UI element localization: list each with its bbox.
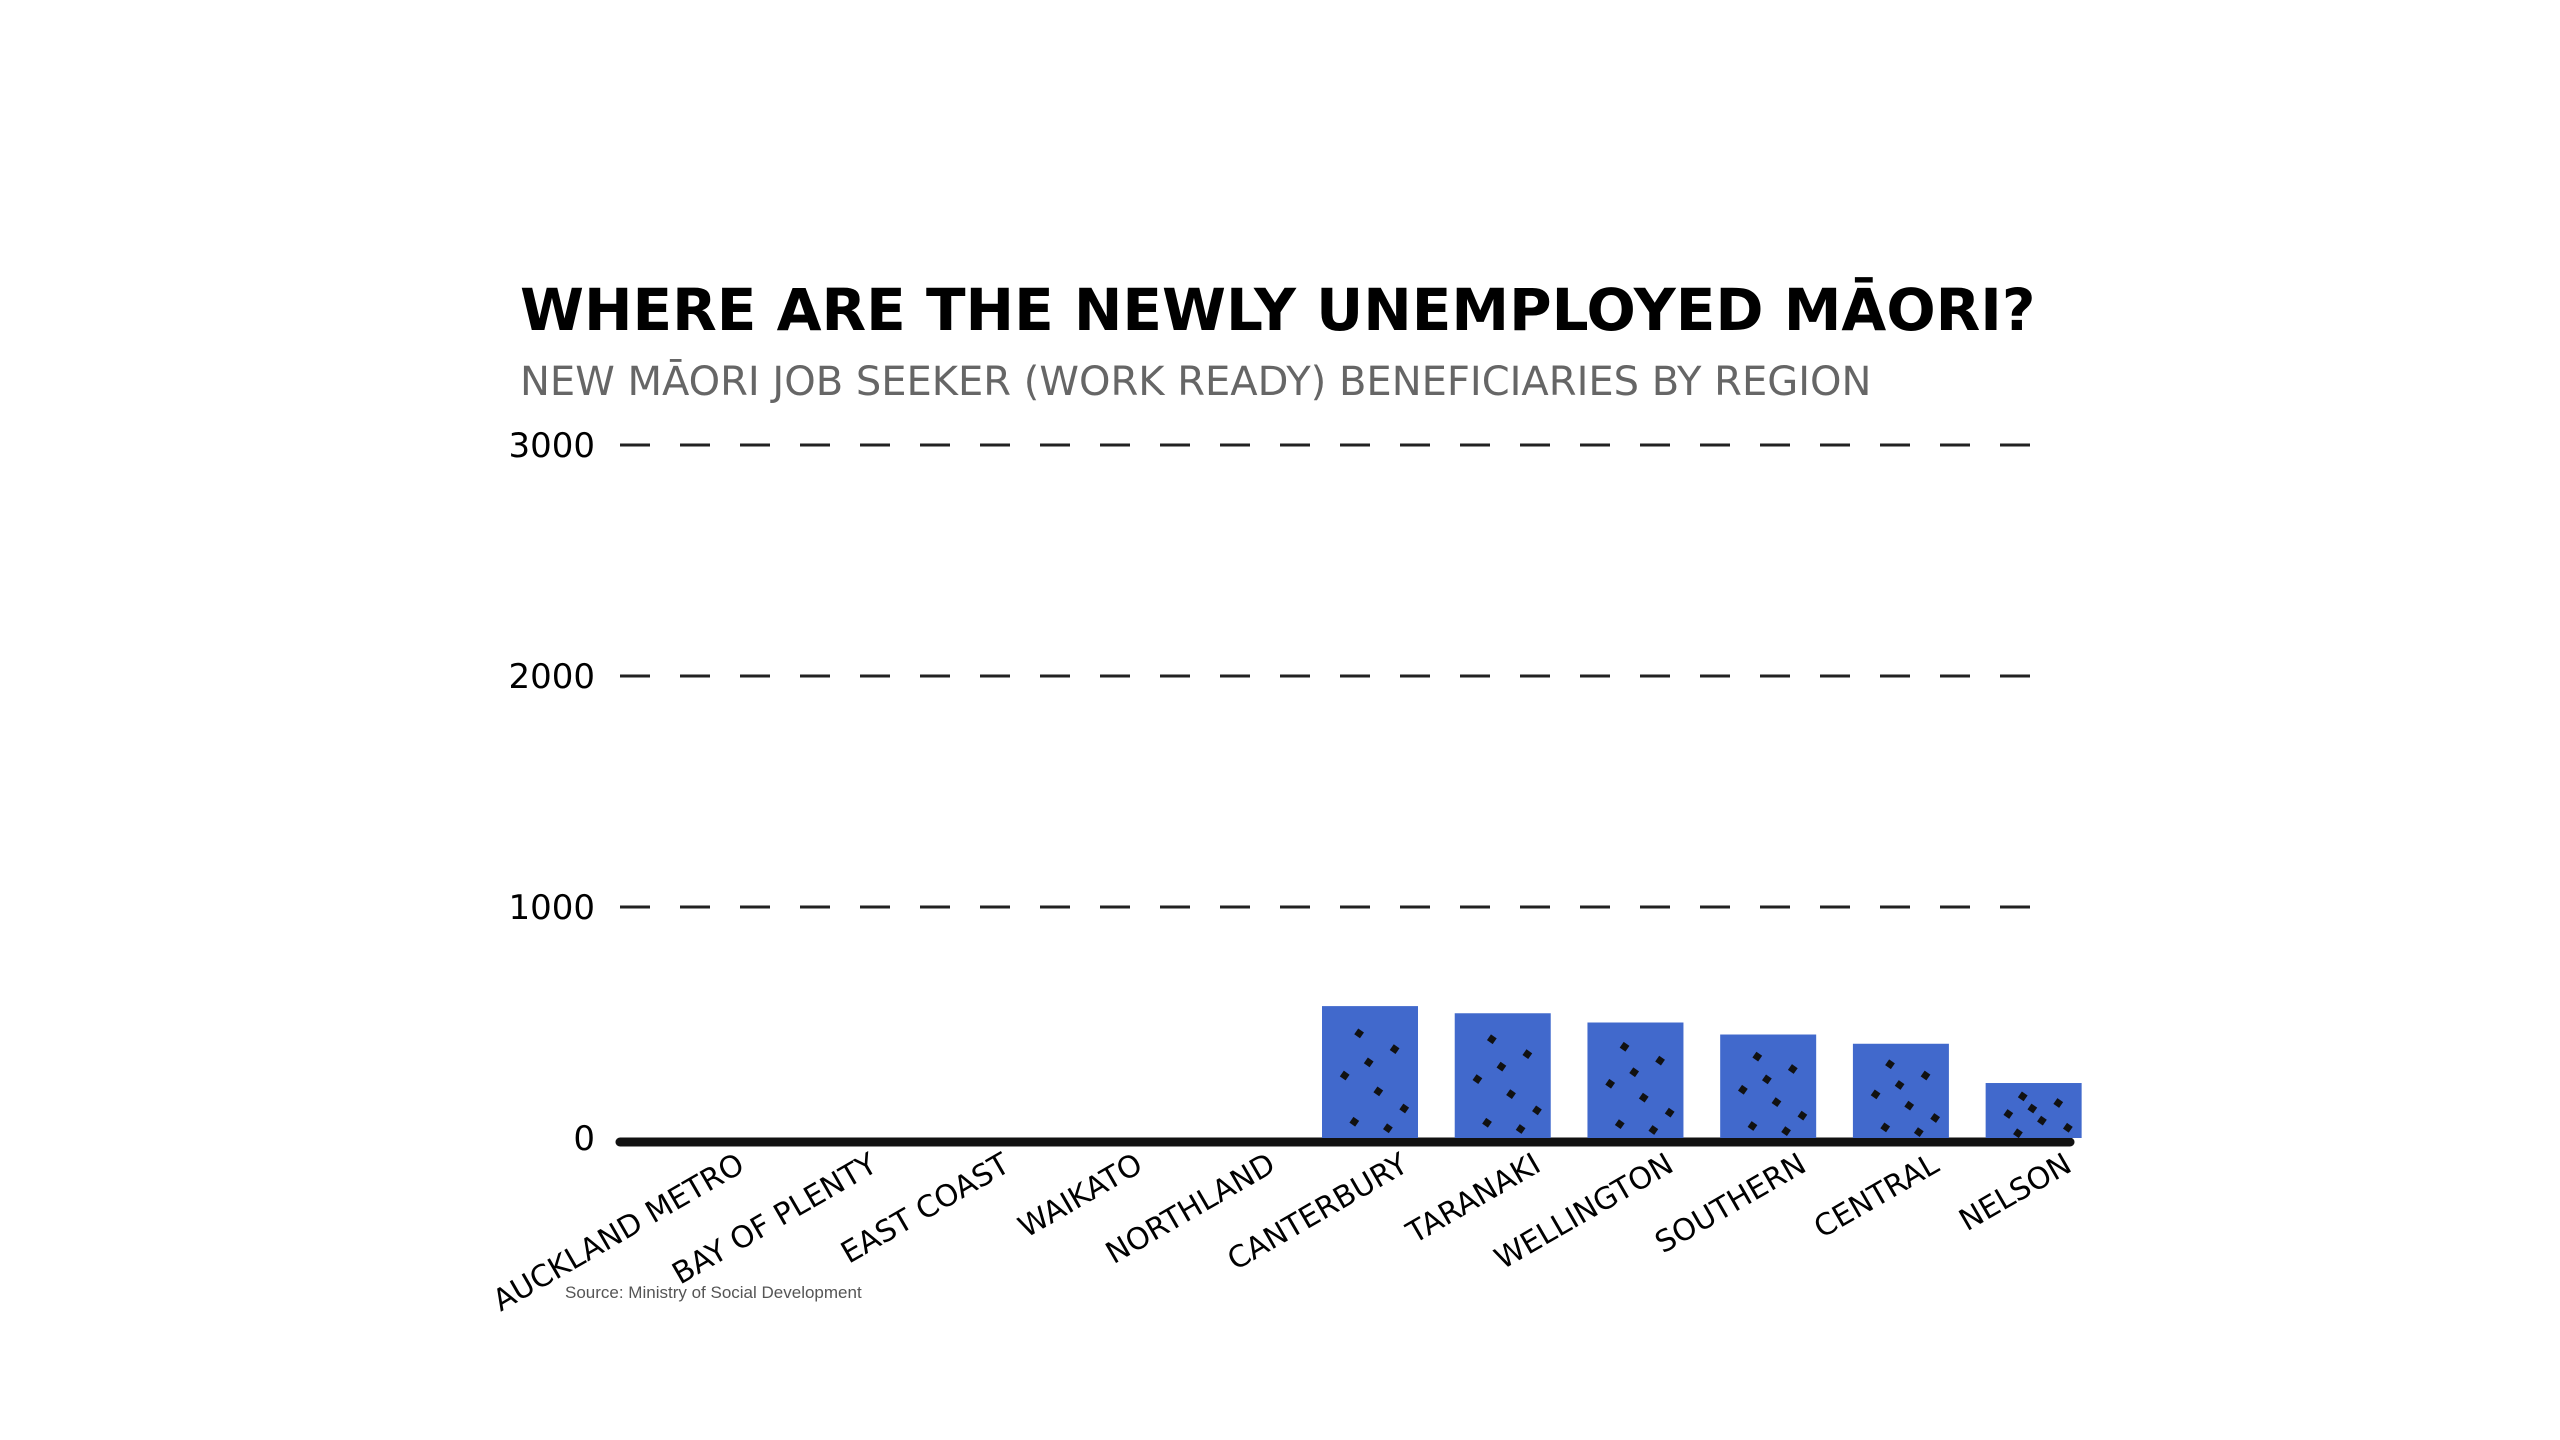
bar-texture-fleck [1930,1113,1941,1123]
bar-texture-fleck [1885,1059,1895,1070]
bar-texture-fleck [1629,1067,1640,1078]
bar-texture-fleck [2062,1122,2073,1133]
chart-title: WHERE ARE THE NEWLY UNEMPLOYED MĀORI? [520,276,2036,344]
bar-texture-fleck [1389,1044,1400,1055]
bar [1720,1034,1817,1138]
bar-texture-fleck [1762,1074,1772,1085]
bar-texture-fleck [1787,1064,1798,1074]
bar-texture-fleck [1771,1097,1782,1108]
bar [1322,1006,1418,1138]
bar-texture-fleck [1747,1121,1758,1131]
bar-texture-fleck [1904,1100,1915,1111]
source-note: Source: Ministry of Social Development [565,1283,862,1302]
bar-texture-fleck [1522,1049,1533,1060]
bar-texture-fleck [1913,1127,1924,1137]
bar-texture-fleck [2053,1098,2064,1108]
bar-layer [1322,1006,2082,1139]
bar [1454,1013,1551,1138]
y-axis: 0 1000 2000 3000 [508,426,595,1159]
bar-texture-fleck [1496,1061,1507,1072]
bar-texture-fleck [1752,1051,1763,1062]
bar-texture-fleck [1486,1034,1497,1045]
bar-texture-fleck [2027,1103,2038,1114]
bar-texture-fleck [1894,1080,1905,1090]
bar-texture-fleck [1373,1086,1384,1097]
bar-texture-fleck [2013,1128,2023,1139]
bar-texture-fleck [1506,1089,1516,1099]
bar-texture-fleck [1781,1126,1791,1137]
bar-texture-fleck [1920,1070,1931,1081]
y-tick-label: 2000 [508,657,595,697]
bar-texture-fleck [1664,1107,1675,1118]
bar-texture-fleck [1532,1105,1542,1116]
bar-texture-fleck [1870,1089,1881,1100]
bar-texture-fleck [1383,1123,1393,1134]
bar-texture-fleck [1349,1116,1360,1127]
x-tick-label: NELSON [1953,1147,2077,1239]
x-tick-label: CENTRAL [1808,1146,1945,1245]
y-tick-label: 3000 [508,426,595,466]
bar-texture-fleck [1482,1117,1492,1128]
bar-texture-fleck [1399,1103,1410,1114]
x-tick-label: SOUTHERN [1649,1147,1812,1261]
bar-texture-fleck [1614,1119,1625,1130]
bar-texture-fleck [1472,1074,1483,1085]
bar-texture-fleck [1638,1092,1649,1103]
bar-texture-fleck [2003,1109,2014,1119]
bar-texture-fleck [1619,1041,1630,1052]
bar-texture-fleck [1339,1070,1350,1081]
bar-texture-fleck [1655,1055,1665,1066]
bar-texture-fleck [2037,1115,2047,1126]
bar [1852,1043,1949,1138]
y-tick-label: 0 [573,1119,595,1159]
bar-texture-fleck [2017,1091,2028,1102]
grid-layer [615,443,2075,1147]
y-tick-label: 1000 [508,888,595,928]
chart-subtitle: NEW MĀORI JOB SEEKER (WORK READY) BENEFI… [520,358,1871,405]
bar-texture-fleck [1648,1125,1659,1135]
bar-texture-fleck [1515,1124,1526,1134]
bar-texture-fleck [1605,1078,1616,1089]
bar-texture-fleck [1354,1028,1364,1039]
bar-texture-fleck [1363,1057,1374,1068]
bar-texture-fleck [1797,1110,1808,1121]
bar-texture-fleck [1738,1084,1748,1095]
bar-texture-fleck [1880,1122,1891,1133]
bar [1587,1022,1684,1138]
